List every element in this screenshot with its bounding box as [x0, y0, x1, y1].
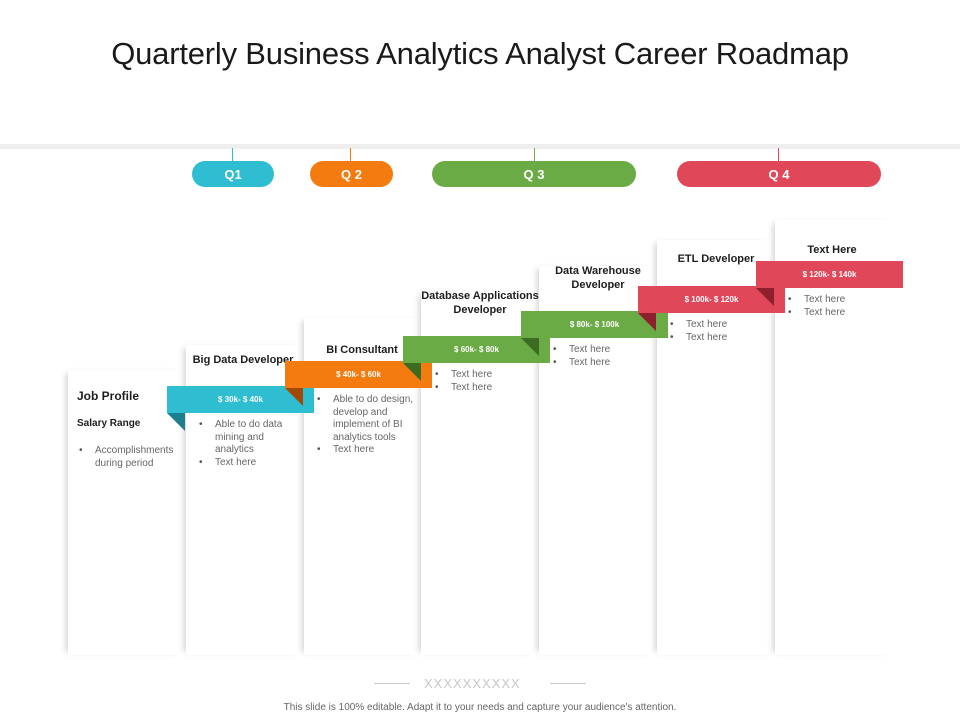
- separator-line-right: [550, 683, 586, 684]
- step-bullet: Text here: [551, 344, 651, 357]
- step-bullet: Text here: [433, 369, 533, 382]
- job-profile-label: Job Profile: [77, 389, 140, 403]
- salary-band-fold: [167, 413, 185, 431]
- salary-band-fold: [756, 288, 774, 306]
- step-bullet: Text here: [315, 444, 415, 457]
- quarter-tick: [778, 148, 779, 162]
- step-role-title: Database Applications Developer: [421, 290, 539, 316]
- separator-line-left: [374, 683, 410, 684]
- quarter-tick: [232, 148, 233, 162]
- step-bullet: Text here: [433, 382, 533, 395]
- salary-band-fold: [403, 363, 421, 381]
- separator-placeholder: XXXXXXXXXX: [424, 676, 521, 691]
- step-role-title: Data Warehouse Developer: [555, 265, 641, 291]
- salary-band: $ 120k- $ 140k: [756, 261, 903, 288]
- salary-band-fold: [285, 388, 303, 406]
- step-bullet: Text here: [668, 319, 768, 332]
- salary-band-fold: [521, 338, 539, 356]
- step-bullets: Able to do data mining and analyticsText…: [197, 419, 297, 469]
- footer-note: This slide is 100% editable. Adapt it to…: [283, 702, 677, 713]
- step-bullet: Text here: [197, 457, 297, 470]
- quarter-pill: Q 4: [677, 161, 881, 187]
- roadmap-column: [775, 220, 893, 655]
- step-role-title: Text Here: [807, 244, 857, 256]
- top-divider: [0, 144, 960, 149]
- step-role-title: BI Consultant: [326, 344, 398, 356]
- accomplishments-legend: Accomplishments during period: [77, 445, 185, 470]
- salary-range-label: Salary Range: [77, 418, 141, 429]
- roadmap-column: [68, 370, 186, 655]
- step-role-title: ETL Developer: [677, 253, 755, 265]
- step-bullet: Able to do design, develop and implement…: [315, 394, 415, 444]
- step-bullet: Text here: [551, 357, 651, 370]
- quarter-pill: Q 3: [432, 161, 636, 187]
- step-bullet: Able to do data mining and analytics: [197, 419, 297, 457]
- quarter-pill: Q 2: [310, 161, 393, 187]
- accomplishments-legend-item: Accomplishments during period: [77, 445, 185, 470]
- step-bullet: Text here: [786, 294, 886, 307]
- step-bullet: Text here: [786, 307, 886, 320]
- quarter-tick: [534, 148, 535, 162]
- quarter-tick: [350, 148, 351, 162]
- step-bullet: Text here: [668, 332, 768, 345]
- salary-band-fold: [638, 313, 656, 331]
- quarter-pill: Q1: [192, 161, 274, 187]
- page-title: Quarterly Business Analytics Analyst Car…: [111, 36, 849, 71]
- step-bullets: Able to do design, develop and implement…: [315, 394, 415, 457]
- step-role-title: Big Data Developer: [192, 354, 294, 366]
